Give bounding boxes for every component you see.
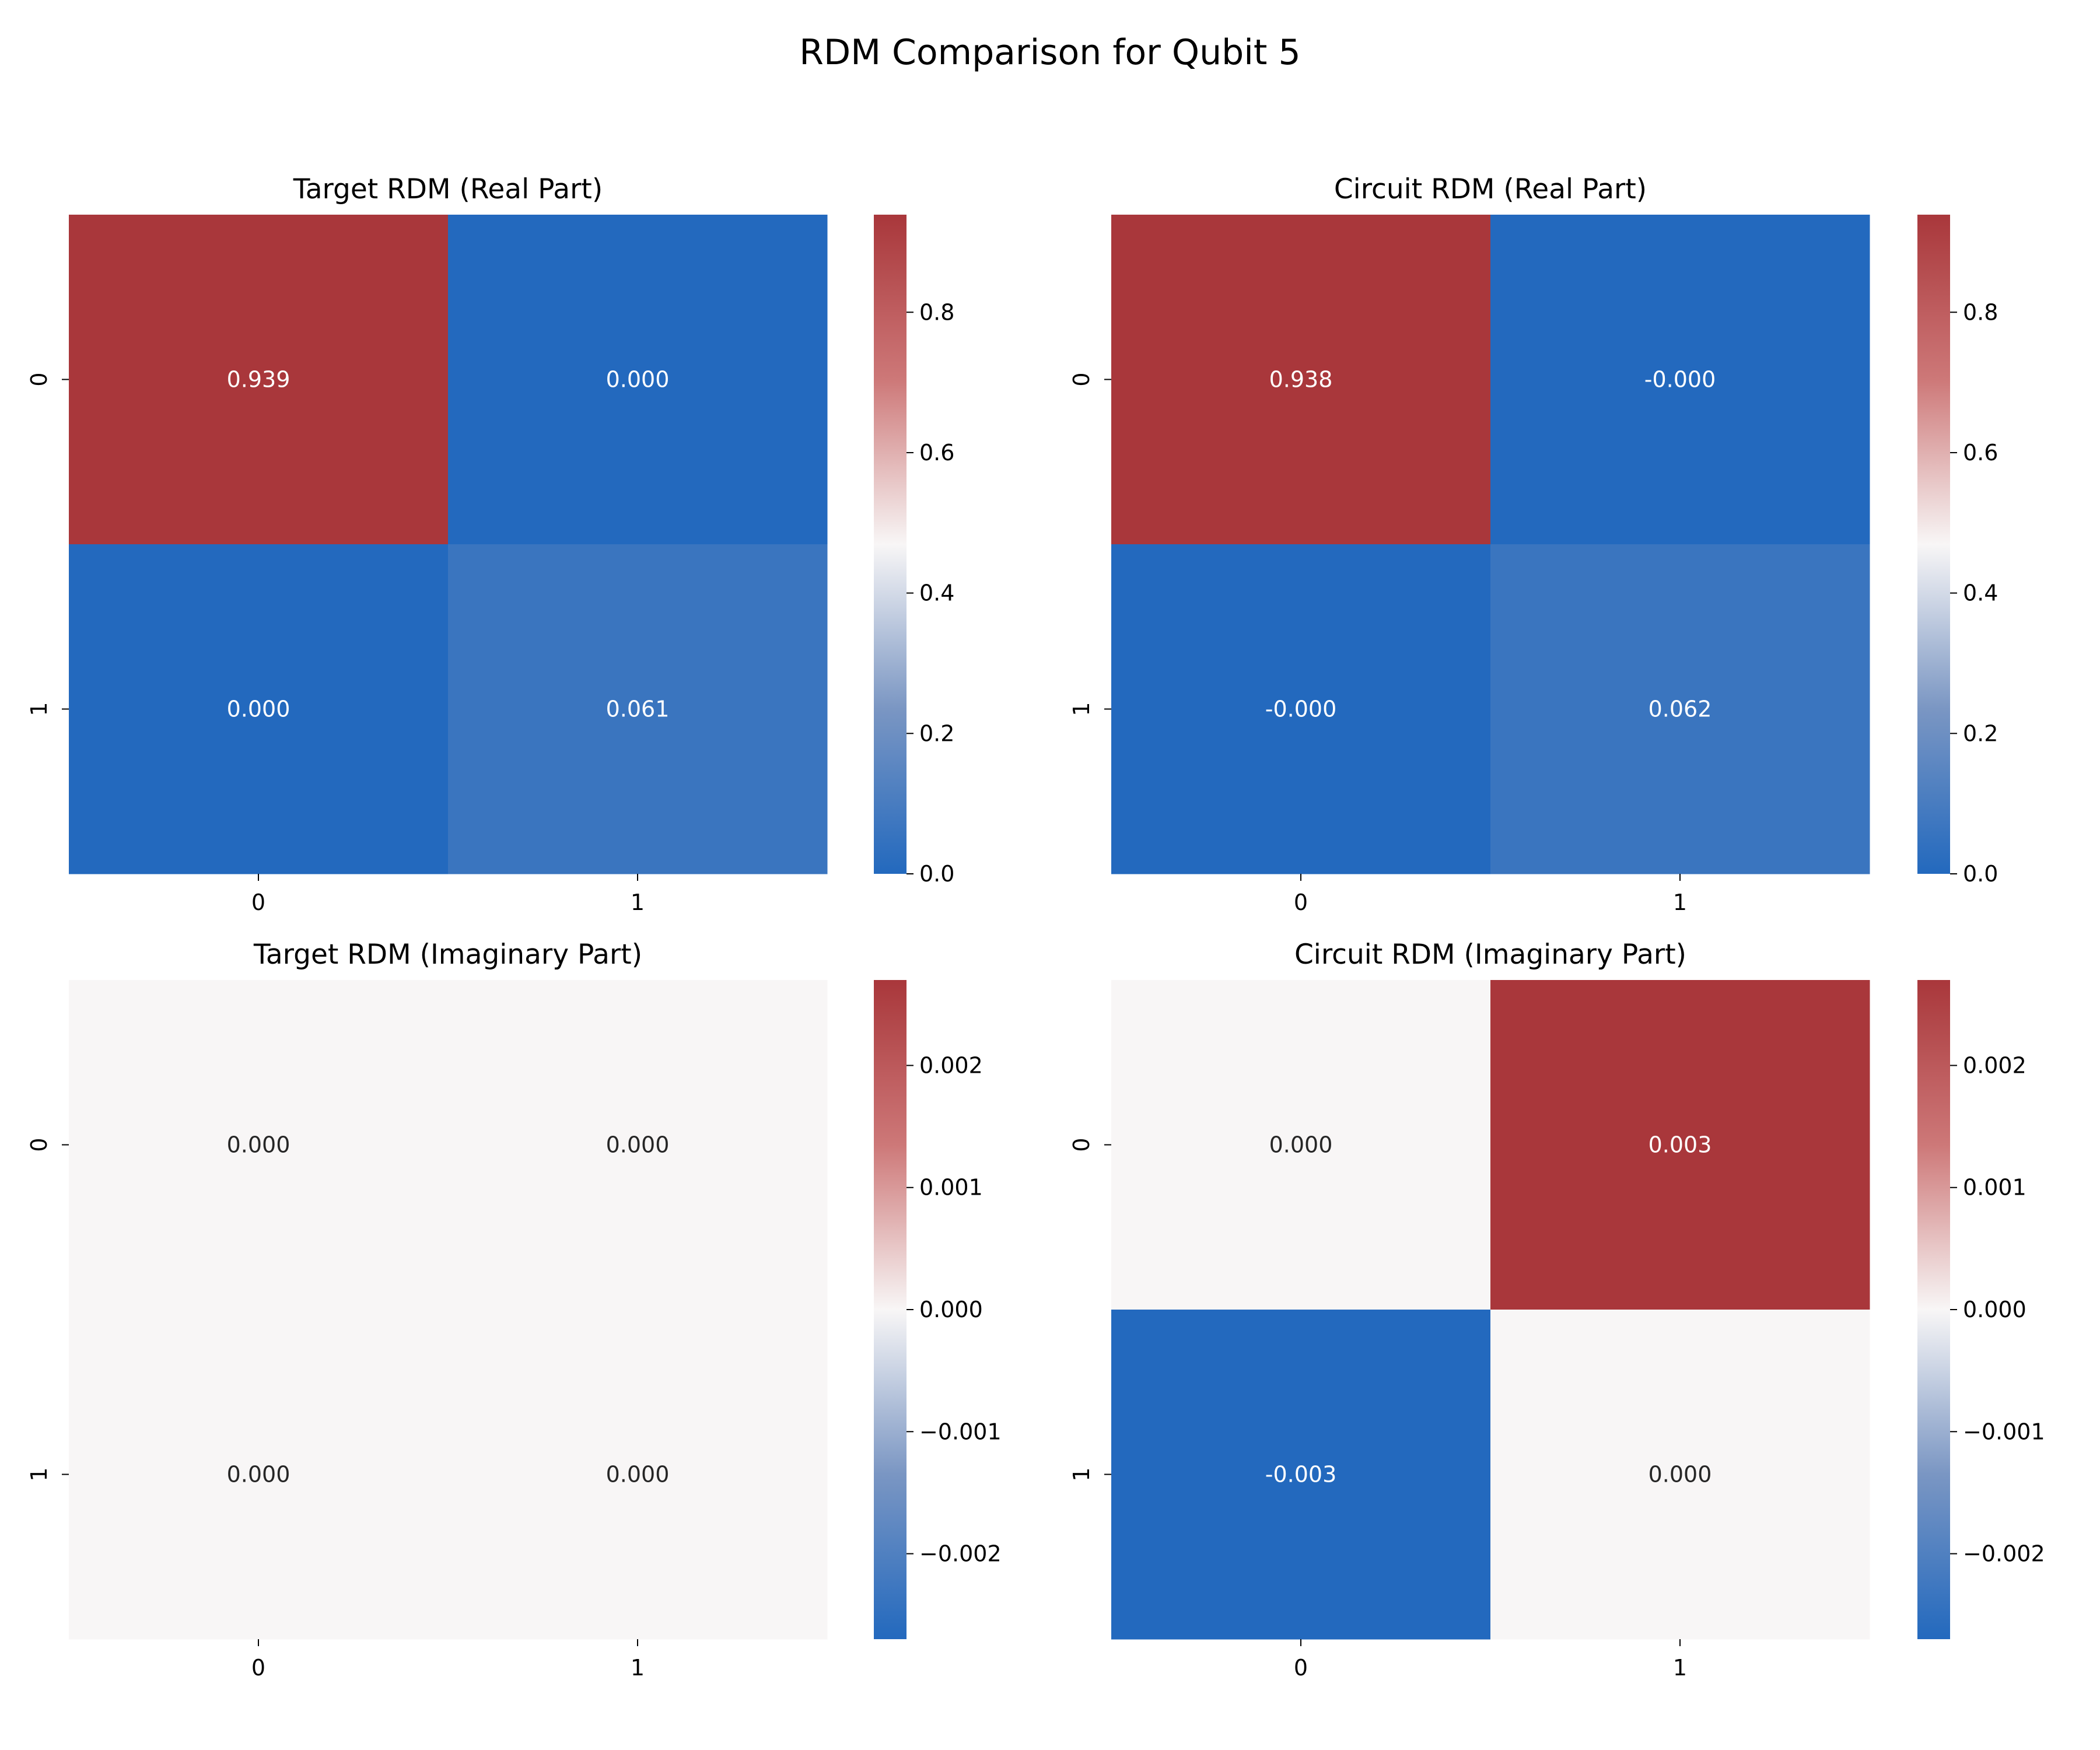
colorbar-tick-label: 0.001	[919, 1175, 983, 1200]
panel-title: Circuit RDM (Imaginary Part)	[1294, 939, 1686, 971]
heatmap-cell	[448, 1310, 828, 1640]
y-tick-label: 1	[1069, 702, 1094, 716]
colorbar	[874, 980, 907, 1639]
x-tick-label: 1	[1673, 890, 1687, 915]
heatmap-cell	[1111, 1310, 1491, 1640]
heatmap-cell	[1111, 544, 1491, 874]
cell-value-label: 0.000	[1648, 1462, 1712, 1488]
y-tick-label: 0	[1069, 372, 1094, 386]
colorbar-tick-label: 0.4	[919, 580, 954, 606]
cell-value-label: 0.000	[606, 1132, 670, 1158]
cell-value-label: 0.003	[1648, 1132, 1712, 1158]
colorbar-tick-label: 0.8	[1963, 299, 1998, 325]
y-tick-label: 1	[1069, 1467, 1094, 1481]
heatmap-cell	[1490, 980, 1870, 1310]
colorbar-tick-label: 0.2	[1963, 720, 1998, 746]
colorbar	[874, 215, 907, 874]
cell-value-label: 0.000	[227, 1462, 290, 1488]
cell-value-label: 0.000	[227, 696, 290, 722]
colorbar-tick-label: −0.002	[1963, 1541, 2045, 1567]
colorbar-tick-label: 0.001	[1963, 1175, 2027, 1200]
y-tick-label: 0	[26, 1138, 52, 1152]
x-tick-label: 1	[631, 1655, 645, 1681]
panel-title: Target RDM (Imaginary Part)	[253, 939, 642, 971]
y-tick-label: 0	[26, 372, 52, 386]
colorbar-tick-label: −0.001	[1963, 1419, 2045, 1444]
cell-value-label: -0.000	[1265, 696, 1337, 722]
cell-value-label: 0.938	[1269, 367, 1333, 393]
heatmap-panel-3: Target RDM (Imaginary Part) 0.000 0.000 0.0…	[26, 939, 1002, 1681]
colorbar-tick-label: 0.0	[1963, 861, 1998, 887]
y-tick-label: 0	[1069, 1138, 1094, 1152]
heatmap-cell	[1490, 544, 1870, 874]
x-tick-label: 0	[1294, 1655, 1308, 1681]
y-tick-label: 1	[26, 702, 52, 716]
cell-value-label: 0.000	[606, 1462, 670, 1488]
colorbar-tick-label: 0.6	[1963, 440, 1998, 466]
heatmap-cell	[1111, 980, 1491, 1310]
colorbar-tick-label: 0.4	[1963, 580, 1998, 606]
x-tick-label: 1	[1673, 1655, 1687, 1681]
heatmap-cell	[448, 544, 828, 874]
heatmap-panel-4: Circuit RDM (Imaginary Part) 0.000 0.003 -0…	[1069, 939, 2045, 1681]
colorbar-tick-label: −0.001	[919, 1419, 1002, 1444]
cell-value-label: 0.000	[227, 1132, 290, 1158]
heatmap-cell	[69, 980, 449, 1310]
cell-value-label: -0.000	[1644, 367, 1716, 393]
heatmap-cell	[1111, 215, 1491, 545]
cell-value-label: 0.000	[606, 367, 670, 393]
panel-title: Target RDM (Real Part)	[293, 173, 603, 205]
heatmap-cell	[69, 215, 449, 545]
cell-value-label: 0.939	[227, 367, 290, 393]
heatmap-cell	[448, 980, 828, 1310]
heatmap-cell	[448, 215, 828, 545]
colorbar-tick-label: 0.002	[919, 1052, 983, 1078]
heatmap-cell	[69, 1310, 449, 1640]
colorbar-tick-label: 0.2	[919, 720, 954, 746]
heatmap-panel-2: Circuit RDM (Real Part) 0.938 -0.000 -0.000…	[1069, 173, 1998, 915]
heatmap-cell	[1490, 215, 1870, 545]
heatmap-cell	[69, 544, 449, 874]
heatmap-cell	[1490, 1310, 1870, 1640]
colorbar	[1917, 980, 1950, 1639]
colorbar-tick-label: 0.0	[919, 861, 954, 887]
colorbar-tick-label: 0.000	[1963, 1297, 2027, 1322]
x-tick-label: 0	[251, 890, 265, 915]
x-tick-label: 0	[1294, 890, 1308, 915]
panel-title: Circuit RDM (Real Part)	[1334, 173, 1647, 205]
cell-value-label: 0.062	[1648, 696, 1712, 722]
cell-value-label: 0.061	[606, 696, 670, 722]
x-tick-label: 1	[631, 890, 645, 915]
figure-title: RDM Comparison for Qubit 5	[799, 32, 1300, 73]
cell-value-label: 0.000	[1269, 1132, 1333, 1158]
cell-value-label: -0.003	[1265, 1462, 1337, 1488]
colorbar-tick-label: 0.000	[919, 1297, 983, 1322]
colorbar	[1917, 215, 1950, 874]
x-tick-label: 0	[251, 1655, 265, 1681]
colorbar-tick-label: 0.8	[919, 299, 954, 325]
colorbar-tick-label: −0.002	[919, 1541, 1002, 1567]
y-tick-label: 1	[26, 1467, 52, 1481]
colorbar-tick-label: 0.6	[919, 440, 954, 466]
colorbar-tick-label: 0.002	[1963, 1052, 2027, 1078]
